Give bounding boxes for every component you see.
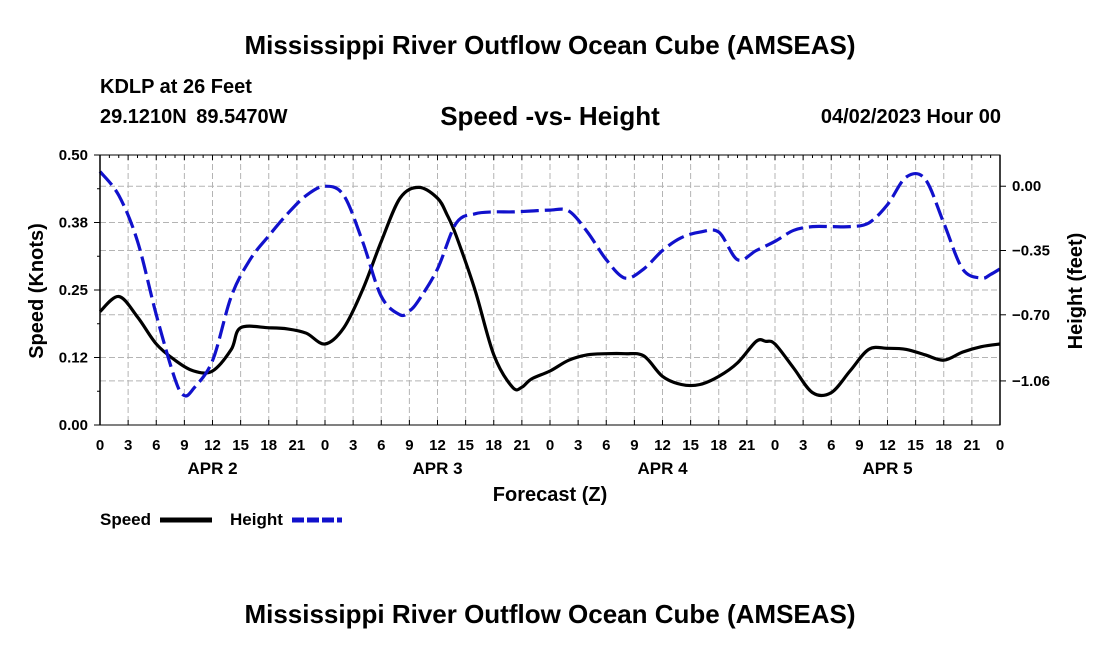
x-tick-label: 0: [321, 437, 329, 454]
right-axis-title: Height (feet): [1065, 233, 1087, 350]
left-y-tick-label: 0.12: [59, 350, 88, 367]
x-tick-label: 12: [654, 437, 671, 454]
right-y-tick-label: 0.00: [1012, 178, 1041, 195]
series-lines: [98, 170, 1001, 398]
x-tick-label: 9: [855, 437, 863, 454]
station-label: KDLP at 26 Feet: [100, 76, 252, 98]
grid-lines: [100, 155, 1000, 425]
series-line-height: [98, 170, 1001, 398]
x-tick-label: 12: [429, 437, 446, 454]
x-tick-label: 6: [827, 437, 835, 454]
x-tick-label: 15: [907, 437, 924, 454]
x-tick-label: 21: [514, 437, 531, 454]
x-tick-label: 15: [232, 437, 249, 454]
x-tick-label: 6: [152, 437, 160, 454]
x-tick-label: 15: [457, 437, 474, 454]
left-y-tick-label: 0.00: [59, 417, 88, 434]
x-tick-label: 0: [996, 437, 1004, 454]
left-y-tick-label: 0.38: [59, 215, 88, 232]
x-tick-label: 18: [710, 437, 727, 454]
x-tick-label: 3: [124, 437, 132, 454]
x-axis-title: Forecast (Z): [493, 484, 607, 506]
x-tick-label: 18: [485, 437, 502, 454]
x-tick-label: 0: [546, 437, 554, 454]
x-tick-label: 6: [377, 437, 385, 454]
x-tick-label: 21: [739, 437, 756, 454]
day-label: APR 2: [187, 459, 237, 478]
x-tick-label: 9: [630, 437, 638, 454]
legend: Speed Height: [100, 510, 342, 529]
chart-subtitle: Speed -vs- Height: [440, 101, 660, 131]
run-date-label: 04/02/2023 Hour 00: [820, 106, 1001, 128]
x-tick-label: 18: [935, 437, 952, 454]
x-tick-label: 3: [574, 437, 582, 454]
x-tick-label: 18: [260, 437, 277, 454]
day-label: APR 5: [862, 459, 912, 478]
series-line-speed: [98, 185, 1001, 398]
x-tick-label: 12: [204, 437, 221, 454]
right-y-tick-label: −0.70: [1012, 307, 1050, 324]
left-axis-title: Speed (Knots): [26, 223, 48, 359]
x-tick-label: 15: [682, 437, 699, 454]
x-tick-label: 3: [799, 437, 807, 454]
left-y-tick-label: 0.50: [59, 147, 88, 164]
chart-main-title: Mississippi River Outflow Ocean Cube (AM…: [244, 30, 856, 60]
right-y-tick-label: −0.35: [1012, 243, 1050, 260]
coordinates-label: 29.1210N 89.5470W: [100, 106, 288, 128]
day-label: APR 3: [412, 459, 462, 478]
x-tick-label: 21: [964, 437, 981, 454]
axes: 0 3 6 9 12 15 18 21 0 3 6 9 12 15 18 21 0 3 6 9 12 15 18 21 0 3 6 9…: [59, 147, 1050, 478]
right-y-tick-label: −1.06: [1012, 373, 1050, 390]
x-tick-label: 6: [602, 437, 610, 454]
legend-speed-label: Speed: [100, 510, 151, 529]
x-tick-label: 0: [771, 437, 779, 454]
x-tick-label: 3: [349, 437, 357, 454]
x-tick-label: 0: [96, 437, 104, 454]
x-tick-label: 21: [289, 437, 306, 454]
legend-height-label: Height: [230, 510, 283, 529]
footer-title: Mississippi River Outflow Ocean Cube (AM…: [244, 599, 856, 629]
left-y-tick-label: 0.25: [59, 282, 88, 299]
x-tick-label: 9: [180, 437, 188, 454]
day-label: APR 4: [637, 459, 688, 478]
x-tick-label: 12: [879, 437, 896, 454]
x-tick-label: 9: [405, 437, 413, 454]
